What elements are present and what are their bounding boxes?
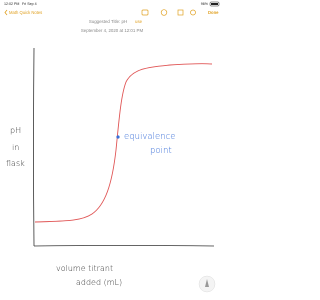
- suggested-title: Suggested Title: pH: [89, 19, 127, 24]
- x-label-line: volume titrant: [56, 264, 113, 273]
- checklist-icon[interactable]: [160, 9, 168, 16]
- note-date: September 4, 2020 at 12:01 PM: [81, 28, 144, 33]
- titration-curve: [34, 63, 213, 223]
- use-title-button[interactable]: use: [135, 19, 143, 24]
- pencil-icon: [205, 279, 209, 287]
- battery-icon: [209, 1, 220, 7]
- share-icon[interactable]: [177, 9, 184, 16]
- notes-screen: 12:02 PM Fri Sep 4 96% Math Quick Notes …: [0, 0, 225, 300]
- back-button[interactable]: Math Quick Notes: [4, 9, 42, 16]
- background: [0, 0, 225, 300]
- status-time: 12:02 PM: [4, 2, 19, 6]
- markup-button[interactable]: [198, 275, 216, 293]
- done-button[interactable]: Done: [208, 10, 219, 15]
- status-battery: 96%: [201, 2, 209, 6]
- share-note-icon[interactable]: [141, 9, 149, 16]
- equivalence-dot: [116, 135, 120, 139]
- y-label-line: in: [12, 143, 19, 152]
- y-label-line: flask: [6, 159, 25, 168]
- back-chevron: [4, 9, 8, 16]
- annotation-line: point: [150, 146, 172, 156]
- back-label: Math Quick Notes: [9, 10, 42, 15]
- annotation-line: equivalence: [124, 132, 176, 142]
- x-label-line: added (mL): [76, 278, 122, 287]
- x-axis-drawing: [33, 245, 215, 247]
- markup-icon[interactable]: [190, 9, 196, 16]
- battery-level: [211, 3, 218, 5]
- y-axis-drawing: [33, 47, 35, 247]
- status-date: Fri Sep 4: [22, 2, 37, 6]
- y-label-line: pH: [10, 126, 21, 135]
